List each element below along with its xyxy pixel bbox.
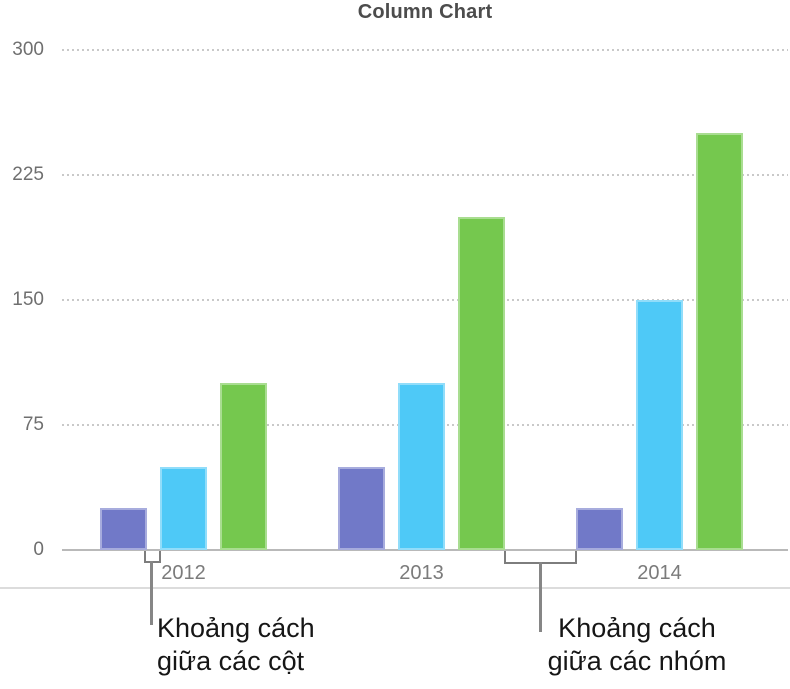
group-gap-leader-line bbox=[539, 562, 542, 632]
gridline bbox=[62, 299, 788, 301]
chart-title: Column Chart bbox=[357, 1, 493, 23]
x-axis-label: 2014 bbox=[637, 562, 682, 584]
bar-2012-blue-series bbox=[160, 466, 207, 550]
separator-line bbox=[0, 587, 790, 589]
bar-2012-green-series bbox=[220, 383, 267, 550]
x-axis-label: 2012 bbox=[161, 562, 206, 584]
bar-2012-purple-series bbox=[100, 508, 147, 550]
bar-2013-purple-series bbox=[338, 466, 385, 550]
y-axis-label: 300 bbox=[12, 39, 44, 60]
group-gap-callout: Khoảng cách giữa các nhóm bbox=[548, 612, 727, 678]
gridline bbox=[62, 49, 788, 51]
column-gap-callout-line1: Khoảng cách bbox=[157, 613, 315, 643]
x-axis-label: 2013 bbox=[399, 562, 444, 584]
bar-2014-blue-series bbox=[636, 300, 683, 550]
group-gap-callout-line1: Khoảng cách bbox=[558, 613, 716, 643]
x-axis-baseline bbox=[62, 549, 788, 551]
column-gap-leader-line bbox=[150, 561, 153, 625]
y-axis-label: 0 bbox=[33, 539, 44, 560]
y-axis-label: 75 bbox=[22, 414, 44, 435]
bar-2013-blue-series bbox=[398, 383, 445, 550]
bar-2013-green-series bbox=[458, 216, 505, 550]
group-gap-callout-line2: giữa các nhóm bbox=[547, 646, 727, 676]
bar-2014-green-series bbox=[696, 133, 743, 550]
bar-2014-purple-series bbox=[576, 508, 623, 550]
gridline bbox=[62, 174, 788, 176]
y-axis-label: 150 bbox=[12, 289, 44, 310]
column-gap-callout: Khoảng cách giữa các cột bbox=[157, 612, 315, 678]
column-gap-callout-line2: giữa các cột bbox=[157, 646, 305, 676]
y-axis-label: 225 bbox=[12, 164, 44, 185]
